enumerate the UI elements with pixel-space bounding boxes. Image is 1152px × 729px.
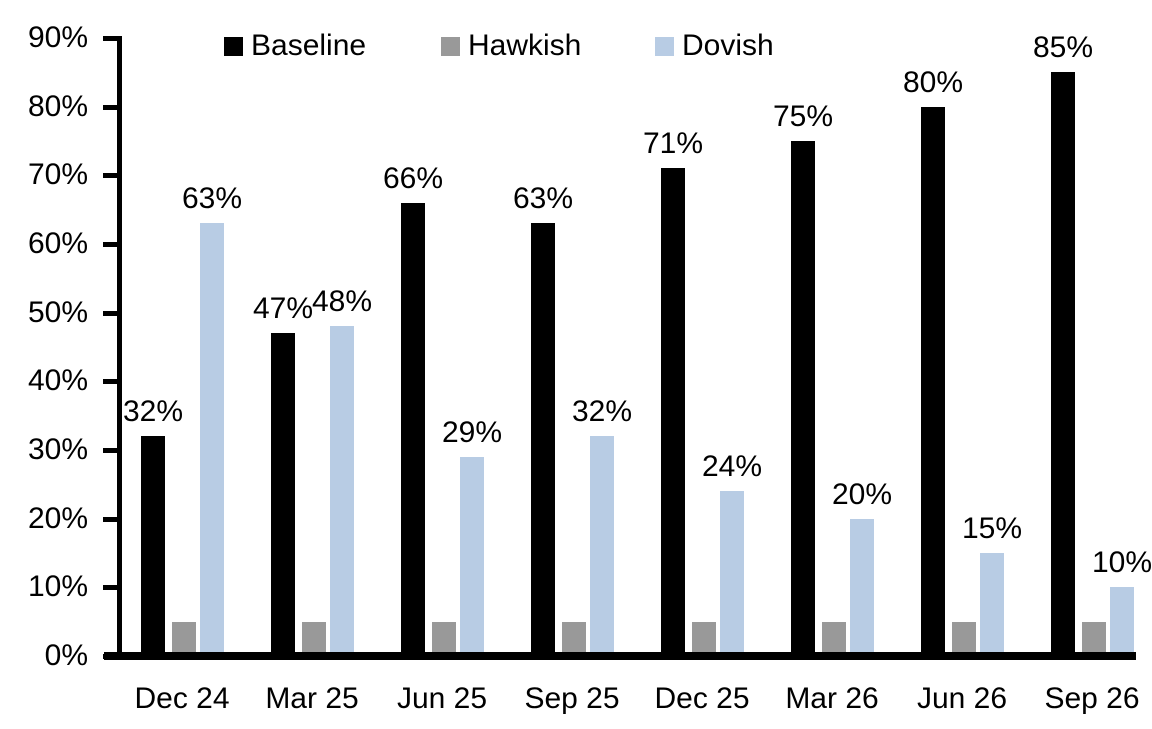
bar-hawkish-sep-25 (562, 622, 586, 656)
data-label-dovish-sep-25: 32% (571, 395, 633, 428)
y-tick-mark-50 (103, 311, 122, 316)
bar-hawkish-dec-24 (172, 622, 196, 656)
bar-baseline-mar-26 (791, 141, 815, 656)
legend-item-dovish: Dovish (655, 27, 774, 65)
y-tick-label-80: 80% (27, 90, 88, 123)
legend-label-baseline: Baseline (251, 29, 367, 62)
x-tick-label-sep-26: Sep 26 (1044, 682, 1140, 715)
data-label-baseline-jun-25: 66% (382, 162, 444, 195)
y-tick-label-40: 40% (27, 364, 88, 397)
x-tick-label-sep-25: Sep 25 (524, 682, 620, 715)
legend-label-hawkish: Hawkish (468, 29, 582, 62)
y-tick-label-60: 60% (27, 227, 88, 260)
data-label-baseline-sep-25: 63% (512, 182, 574, 215)
y-tick-label-90: 90% (27, 21, 88, 54)
bar-dovish-sep-25 (590, 436, 614, 656)
y-tick-mark-30 (103, 448, 122, 453)
bar-baseline-sep-25 (531, 223, 555, 656)
y-tick-mark-40 (103, 379, 122, 384)
bar-hawkish-sep-26 (1082, 622, 1106, 656)
y-tick-label-70: 70% (27, 158, 88, 191)
bar-hawkish-dec-25 (692, 622, 716, 656)
y-tick-label-50: 50% (27, 296, 88, 329)
bar-dovish-jun-25 (460, 457, 484, 656)
legend-item-baseline: Baseline (224, 27, 366, 65)
bar-baseline-dec-25 (661, 168, 685, 656)
data-label-dovish-jun-25: 29% (441, 416, 503, 449)
y-tick-mark-90 (103, 36, 122, 41)
bar-hawkish-jun-26 (952, 622, 976, 656)
bar-baseline-jun-26 (921, 107, 945, 656)
bar-baseline-jun-25 (401, 203, 425, 656)
bar-dovish-dec-25 (720, 491, 744, 656)
x-tick-label-mar-26: Mar 26 (785, 682, 879, 715)
legend-swatch-hawkish-icon (441, 36, 460, 56)
bar-hawkish-jun-25 (432, 622, 456, 656)
y-tick-mark-20 (103, 517, 122, 522)
y-tick-mark-10 (103, 585, 122, 590)
data-label-baseline-mar-25: 47% (252, 292, 314, 325)
x-tick-label-jun-25: Jun 25 (396, 682, 488, 715)
y-tick-mark-80 (103, 105, 122, 110)
data-label-dovish-dec-25: 24% (701, 450, 763, 483)
data-label-baseline-mar-26: 75% (772, 100, 834, 133)
x-tick-label-dec-25: Dec 25 (654, 682, 750, 715)
data-label-baseline-dec-25: 71% (642, 127, 704, 160)
data-label-dovish-sep-26: 10% (1091, 546, 1152, 579)
bar-dovish-sep-26 (1110, 587, 1134, 656)
data-label-baseline-jun-26: 80% (902, 66, 964, 99)
x-tick-label-jun-26: Jun 26 (916, 682, 1008, 715)
y-axis-line (117, 37, 122, 660)
y-tick-label-10: 10% (27, 570, 88, 603)
bar-baseline-dec-24 (141, 436, 165, 656)
data-label-dovish-dec-24: 63% (181, 182, 243, 215)
y-tick-mark-70 (103, 173, 122, 178)
legend-swatch-baseline-icon (224, 36, 243, 56)
x-tick-label-mar-25: Mar 25 (265, 682, 359, 715)
data-label-dovish-mar-26: 20% (831, 478, 893, 511)
y-tick-label-20: 20% (27, 502, 88, 535)
data-label-baseline-sep-26: 85% (1032, 31, 1094, 64)
x-tick-label-dec-24: Dec 24 (134, 682, 230, 715)
bar-dovish-mar-26 (850, 519, 874, 656)
bar-hawkish-mar-26 (822, 622, 846, 656)
y-tick-label-30: 30% (27, 433, 88, 466)
bar-hawkish-mar-25 (302, 622, 326, 656)
data-label-dovish-mar-25: 48% (311, 285, 373, 318)
bar-dovish-jun-26 (980, 553, 1004, 656)
legend-swatch-dovish-icon (655, 36, 674, 56)
bar-baseline-mar-25 (271, 333, 295, 656)
legend-label-dovish: Dovish (682, 29, 774, 62)
y-tick-mark-60 (103, 242, 122, 247)
x-axis-line (104, 652, 1136, 660)
y-tick-label-0: 0% (44, 639, 88, 672)
bar-dovish-mar-25 (330, 326, 354, 656)
bar-dovish-dec-24 (200, 223, 224, 656)
data-label-baseline-dec-24: 32% (122, 395, 184, 428)
bar-baseline-sep-26 (1051, 72, 1075, 656)
legend-item-hawkish: Hawkish (441, 27, 581, 65)
data-label-dovish-jun-26: 15% (961, 512, 1023, 545)
